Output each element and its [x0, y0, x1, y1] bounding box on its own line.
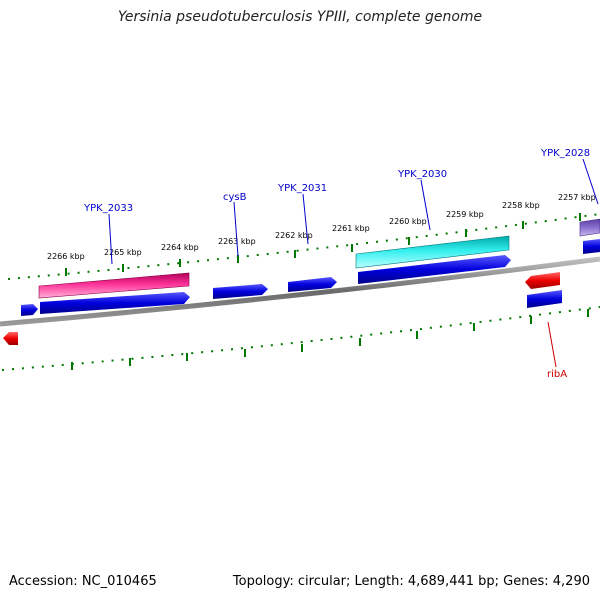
topology-label: Topology: circular; Length: 4,689,441 bp…	[232, 574, 590, 589]
cds-arrow-forward[interactable]	[288, 277, 337, 292]
outer-major-ticks	[65, 213, 581, 276]
tick-label: 2265 kbp	[104, 248, 142, 257]
cds-arrow-reverse[interactable]	[3, 332, 18, 345]
cds-arrow-forward[interactable]	[583, 239, 600, 254]
cds-arrow-reverse[interactable]	[525, 272, 560, 289]
cds-arrow-forward[interactable]	[358, 255, 511, 284]
map-title: Yersinia pseudotuberculosis YPIII, compl…	[117, 9, 483, 25]
genome-backbone	[0, 256, 600, 327]
cds-arrow-forward[interactable]	[527, 290, 562, 308]
feature-bar-violet[interactable]	[579, 218, 600, 237]
tick-label: 2258 kbp	[502, 201, 540, 210]
cds-arrow-forward[interactable]	[213, 284, 268, 299]
gene-label[interactable]: cysB	[223, 192, 247, 203]
inner-major-ticks	[71, 309, 589, 370]
tick-label: 2264 kbp	[161, 243, 199, 252]
gene-label[interactable]: YPK_2031	[277, 183, 327, 194]
gene-label[interactable]: YPK_2030	[397, 169, 447, 180]
tick-label: 2257 kbp	[558, 193, 596, 202]
gene-label[interactable]: YPK_2033	[83, 203, 133, 214]
tick-label: 2266 kbp	[47, 252, 85, 261]
cds-arrow-forward[interactable]	[21, 304, 38, 316]
label-leader-lines	[108, 158, 599, 368]
outer-tick-ring	[7, 213, 600, 280]
gene-label[interactable]: YPK_2028	[540, 148, 590, 159]
tick-label: 2259 kbp	[446, 210, 484, 219]
tick-label: 2261 kbp	[332, 224, 370, 233]
feature-bar-cyan[interactable]	[355, 235, 510, 269]
tick-label: 2260 kbp	[389, 217, 427, 226]
feature-bar-pink[interactable]	[38, 272, 190, 299]
tick-label: 2262 kbp	[275, 231, 313, 240]
gene-label[interactable]: ribA	[547, 369, 567, 380]
cds-arrow-forward[interactable]	[40, 292, 190, 314]
accession-label: Accession: NC_010465	[9, 574, 157, 589]
